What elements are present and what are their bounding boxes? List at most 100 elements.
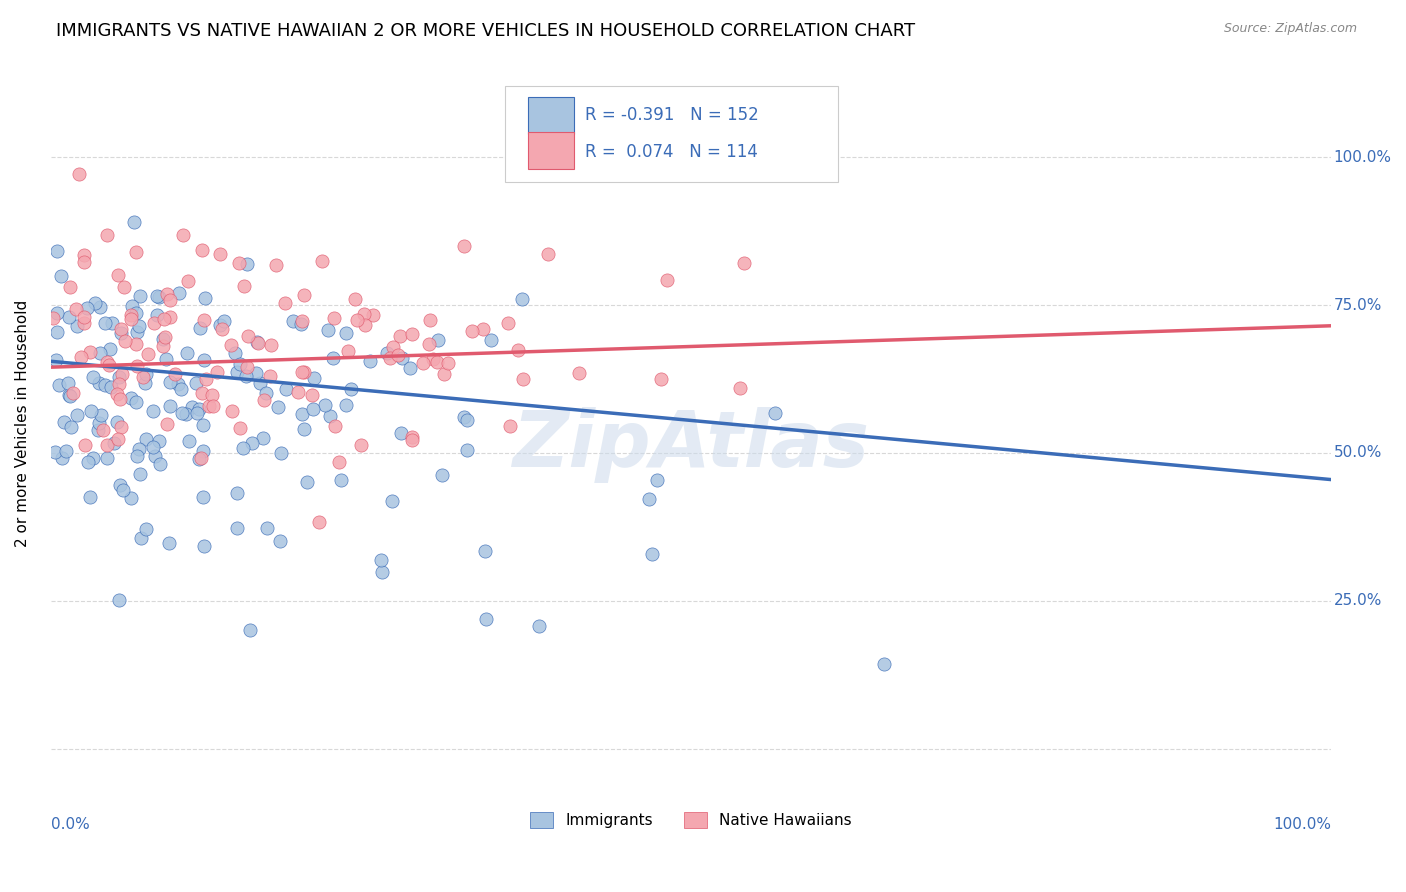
Point xyxy=(110,326,132,340)
Point xyxy=(291,365,314,379)
FancyBboxPatch shape xyxy=(505,87,838,182)
Point xyxy=(96,438,118,452)
Point xyxy=(128,442,150,456)
Point xyxy=(96,450,118,465)
Point xyxy=(80,404,103,418)
Point xyxy=(319,409,342,423)
Point xyxy=(380,351,402,366)
Point xyxy=(79,345,101,359)
Point xyxy=(506,343,529,357)
Point xyxy=(46,306,69,320)
Point xyxy=(346,313,368,327)
Point xyxy=(232,278,254,293)
Point xyxy=(269,534,291,549)
Point xyxy=(419,313,441,327)
Text: R = -0.391   N = 152: R = -0.391 N = 152 xyxy=(585,105,758,124)
Point xyxy=(194,291,217,305)
Point xyxy=(108,392,131,406)
Point xyxy=(107,268,129,283)
Point xyxy=(637,491,659,506)
Point xyxy=(70,350,93,364)
Point xyxy=(156,286,179,301)
Point xyxy=(202,399,225,413)
Point xyxy=(105,415,128,429)
Point xyxy=(527,618,550,632)
Point xyxy=(245,367,267,381)
Point xyxy=(499,419,522,434)
Text: 100.0%: 100.0% xyxy=(1272,817,1331,832)
Point xyxy=(172,406,194,420)
Point xyxy=(353,307,375,321)
Point xyxy=(89,301,111,315)
Text: 0.0%: 0.0% xyxy=(51,817,90,832)
Point xyxy=(254,385,277,400)
Text: 100.0%: 100.0% xyxy=(1333,150,1392,165)
Point xyxy=(156,417,179,431)
Point xyxy=(191,386,214,401)
Point xyxy=(426,355,449,369)
Point xyxy=(124,306,146,320)
Point xyxy=(294,422,316,436)
Point xyxy=(100,343,122,357)
Point xyxy=(120,311,142,326)
Point xyxy=(73,255,96,269)
Point xyxy=(97,358,120,372)
Point xyxy=(322,310,344,325)
Y-axis label: 2 or more Vehicles in Household: 2 or more Vehicles in Household xyxy=(15,300,30,547)
Point xyxy=(335,326,357,341)
Point xyxy=(181,400,204,414)
Point xyxy=(82,450,104,465)
Point xyxy=(108,370,131,384)
Point xyxy=(100,316,122,330)
Point xyxy=(77,455,100,469)
Point xyxy=(381,340,404,354)
Point xyxy=(62,385,84,400)
Point xyxy=(169,286,191,301)
Point xyxy=(188,402,211,417)
Point xyxy=(274,296,297,310)
Point xyxy=(121,300,143,314)
Point xyxy=(146,308,169,322)
Point xyxy=(236,257,259,271)
Point xyxy=(302,371,325,385)
Point xyxy=(422,352,444,367)
Point xyxy=(371,565,394,579)
Point xyxy=(75,438,97,452)
Point xyxy=(568,366,591,380)
Point xyxy=(399,360,422,375)
Point xyxy=(76,301,98,315)
Point xyxy=(195,371,218,385)
Point xyxy=(236,360,259,375)
Point xyxy=(48,377,70,392)
Point xyxy=(232,442,254,456)
Point xyxy=(291,407,314,421)
Point xyxy=(208,247,231,261)
Point xyxy=(225,485,247,500)
Point xyxy=(176,345,198,359)
Point xyxy=(291,313,314,327)
Point xyxy=(191,418,214,433)
Point xyxy=(214,314,236,328)
Point xyxy=(143,449,166,463)
FancyBboxPatch shape xyxy=(529,97,574,134)
Point xyxy=(66,408,89,422)
Text: IMMIGRANTS VS NATIVE HAWAIIAN 2 OR MORE VEHICLES IN HOUSEHOLD CORRELATION CHART: IMMIGRANTS VS NATIVE HAWAIIAN 2 OR MORE … xyxy=(56,22,915,40)
FancyBboxPatch shape xyxy=(529,132,574,169)
Point xyxy=(114,334,136,349)
Point xyxy=(86,423,108,437)
Point xyxy=(240,436,263,450)
Text: 25.0%: 25.0% xyxy=(1333,593,1382,608)
Point xyxy=(153,312,176,326)
Point xyxy=(370,553,392,567)
Point xyxy=(270,445,292,459)
Point xyxy=(432,367,454,381)
Point xyxy=(381,494,404,508)
Point xyxy=(120,491,142,506)
Point xyxy=(418,336,440,351)
Point xyxy=(93,317,115,331)
Point xyxy=(335,398,357,412)
Point xyxy=(873,657,896,671)
Point xyxy=(510,292,533,306)
Point xyxy=(157,535,180,549)
Point xyxy=(110,419,132,434)
